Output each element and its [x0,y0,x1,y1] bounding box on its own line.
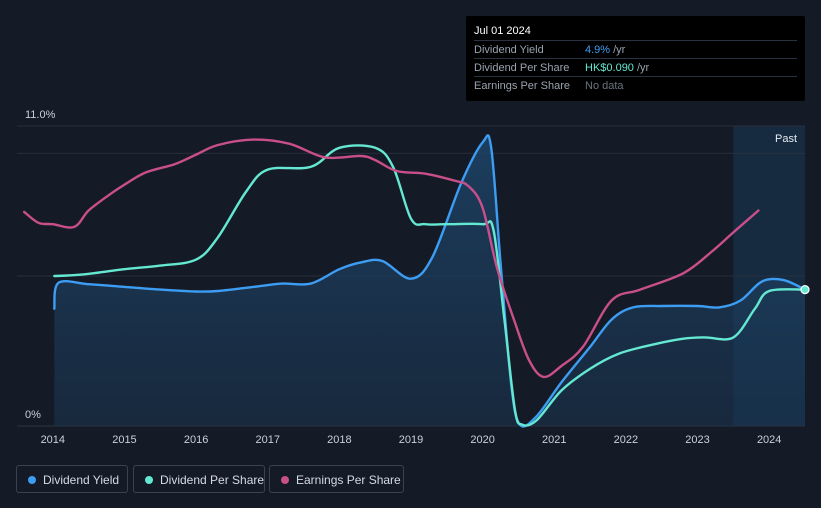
tooltip-row-earnings-per-share: Earnings Per Share No data [474,76,797,94]
legend-label: Dividend Per Share [160,473,265,487]
x-tick-label: 2020 [470,434,494,446]
dividend-per-share-marker [800,285,810,295]
tooltip-row-dividend-per-share: Dividend Per Share HK$0.090/yr [474,58,797,76]
dividend-per-share-line [53,144,807,427]
tooltip-label: Dividend Per Share [474,62,570,74]
past-label: Past [775,133,797,145]
dividend-yield-area [54,135,806,427]
x-tick-label: 2019 [399,434,423,446]
tooltip-label: Earnings Per Share [474,80,570,92]
earnings-per-share-line [23,138,760,379]
tooltip-value: HK$0.090/yr [585,62,650,74]
legend-item-earnings-per-share[interactable]: Earnings Per Share [269,465,404,493]
x-tick-label: 2017 [255,434,279,446]
tooltip-label: Dividend Yield [474,44,544,56]
tooltip-value: No data [585,80,624,92]
legend-label: Dividend Yield [43,473,120,487]
legend-dot-icon [28,476,36,484]
legend-item-dividend-yield[interactable]: Dividend Yield [16,465,128,493]
x-tick-label: 2024 [757,434,781,446]
dividend-yield-line [53,134,807,428]
x-tick-label: 2022 [614,434,638,446]
x-tick-label: 2015 [112,434,136,446]
x-tick-label: 2016 [184,434,208,446]
x-tick-label: 2014 [41,434,65,446]
legend-dot-icon [145,476,153,484]
hover-tooltip: Jul 01 2024 Dividend Yield 4.9%/yr Divid… [466,16,805,101]
x-tick-label: 2018 [327,434,351,446]
x-tick-label: 2021 [542,434,566,446]
legend-item-dividend-per-share[interactable]: Dividend Per Share [133,465,265,493]
legend-label: Earnings Per Share [296,473,401,487]
legend-dot-icon [281,476,289,484]
tooltip-value: 4.9%/yr [585,44,626,56]
y-axis-max-label: 11.0% [25,109,56,121]
y-axis-min-label: 0% [25,409,41,421]
tooltip-row-dividend-yield: Dividend Yield 4.9%/yr [474,40,797,58]
x-tick-label: 2023 [685,434,709,446]
tooltip-date: Jul 01 2024 [474,25,531,37]
